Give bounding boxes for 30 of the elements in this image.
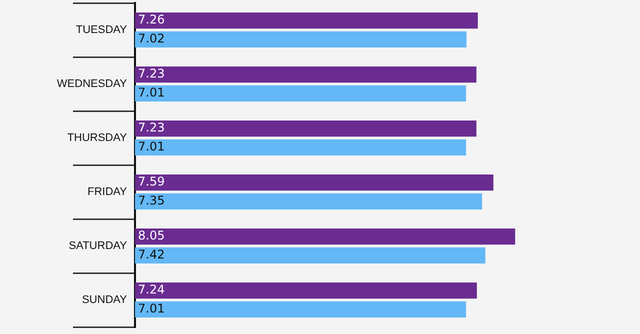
data-label: 7.59: [138, 174, 165, 189]
data-label: 8.05: [138, 228, 165, 243]
y-tick-label: THURSDAY: [67, 132, 128, 144]
bar: [135, 139, 466, 156]
data-label: 7.35: [138, 194, 165, 208]
bar: [135, 85, 466, 102]
data-label: 7.23: [138, 120, 165, 135]
data-label: 7.01: [138, 302, 165, 316]
bar: [135, 282, 477, 299]
bar: [135, 247, 486, 264]
data-label: 7.42: [138, 248, 165, 262]
data-label: 7.23: [138, 66, 165, 81]
bar: [135, 174, 494, 191]
bar: [135, 120, 476, 137]
bar: [135, 228, 516, 245]
bar: [135, 66, 476, 83]
data-label: 7.01: [138, 140, 165, 154]
data-label: 7.02: [138, 32, 165, 46]
data-label: 7.01: [138, 86, 165, 100]
y-tick-label: SUNDAY: [82, 294, 128, 306]
y-tick-label: WEDNESDAY: [56, 78, 128, 90]
y-tick-label: TUESDAY: [76, 24, 128, 36]
data-label: 7.24: [138, 282, 165, 297]
bar: [135, 31, 466, 48]
y-tick-label: SATURDAY: [68, 240, 128, 252]
bar: [135, 193, 482, 210]
data-label: 7.26: [138, 12, 165, 27]
bar: [135, 12, 478, 29]
y-tick-label: FRIDAY: [87, 186, 128, 198]
bar: [135, 301, 466, 318]
